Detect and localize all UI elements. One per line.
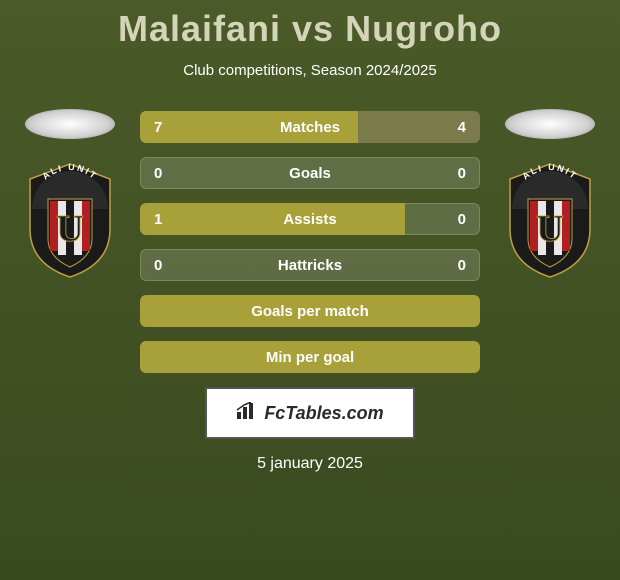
shield-left: ALI UNIT U U [20,159,120,279]
date: 5 january 2025 [0,455,620,473]
title-left: Malaifani [118,8,281,49]
stat-row: 7Matches4 [140,111,480,143]
header: Malaifani vs Nugroho Club competitions, … [0,0,620,79]
stat-value-right: 0 [458,165,466,182]
stat-label: Matches [140,119,480,136]
stat-row: 0Goals0 [140,157,480,189]
title-right: Nugroho [345,8,502,49]
stat-row: 1Assists0 [140,203,480,235]
stat-label: Goals [140,165,480,182]
stat-label: Min per goal [140,349,480,366]
stats-container: 7Matches40Goals01Assists00Hattricks0Goal… [140,111,480,373]
stat-row: Goals per match [140,295,480,327]
main-content: ALI UNIT U U 7Matches40Goals01Assists00H… [0,109,620,373]
ellipse-left [25,109,115,139]
shield-right: ALI UNIT U U [500,159,600,279]
brand-chart-icon [236,402,258,425]
page-title: Malaifani vs Nugroho [0,8,620,50]
stat-value-right: 4 [458,119,466,136]
ellipse-right [505,109,595,139]
team-right: ALI UNIT U U [500,109,600,279]
shield-svg-right: ALI UNIT U U [500,159,600,279]
stat-value-right: 0 [458,257,466,274]
team-left: ALI UNIT U U [20,109,120,279]
svg-text:U: U [536,208,563,250]
stat-row: 0Hattricks0 [140,249,480,281]
subtitle: Club competitions, Season 2024/2025 [0,62,620,79]
brand-box[interactable]: FcTables.com [205,387,415,439]
shield-svg-left: ALI UNIT U U [20,159,120,279]
brand-text: FcTables.com [264,403,383,424]
stat-label: Hattricks [140,257,480,274]
stat-label: Goals per match [140,303,480,320]
stat-value-right: 0 [458,211,466,228]
stat-row: Min per goal [140,341,480,373]
title-vs: vs [292,8,334,49]
stat-label: Assists [140,211,480,228]
svg-text:U: U [56,208,83,250]
